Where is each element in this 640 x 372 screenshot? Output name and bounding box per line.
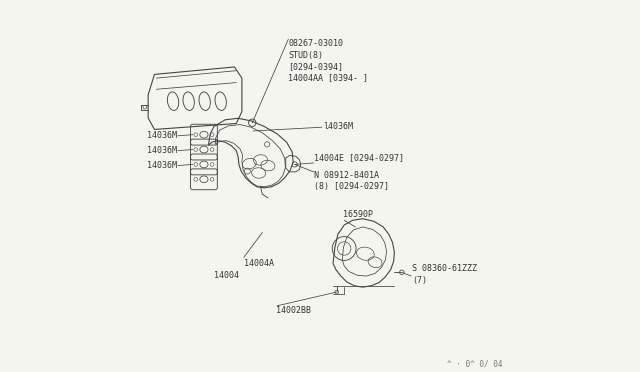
Text: S 08360-61ZZZ
(7): S 08360-61ZZZ (7) [412, 264, 477, 285]
Text: N 08912-8401A
(8) [0294-0297]: N 08912-8401A (8) [0294-0297] [314, 171, 389, 191]
Text: 14036M: 14036M [147, 146, 177, 155]
Text: 08267-03010
STUD(8)
[0294-0394]
14004AA [0394- ]: 08267-03010 STUD(8) [0294-0394] 14004AA … [289, 39, 369, 83]
Text: 14036M: 14036M [147, 161, 177, 170]
Text: l4036M: l4036M [323, 122, 353, 131]
Text: 14002BB: 14002BB [276, 306, 311, 315]
Text: 14036M: 14036M [147, 131, 177, 140]
Text: 16590P: 16590P [343, 210, 373, 219]
Text: 14004E [0294-0297]: 14004E [0294-0297] [314, 153, 404, 162]
Text: ^ · 0^ 0/ 04: ^ · 0^ 0/ 04 [447, 359, 502, 368]
Text: 14004: 14004 [214, 271, 239, 280]
Text: 14004A: 14004A [244, 259, 274, 267]
